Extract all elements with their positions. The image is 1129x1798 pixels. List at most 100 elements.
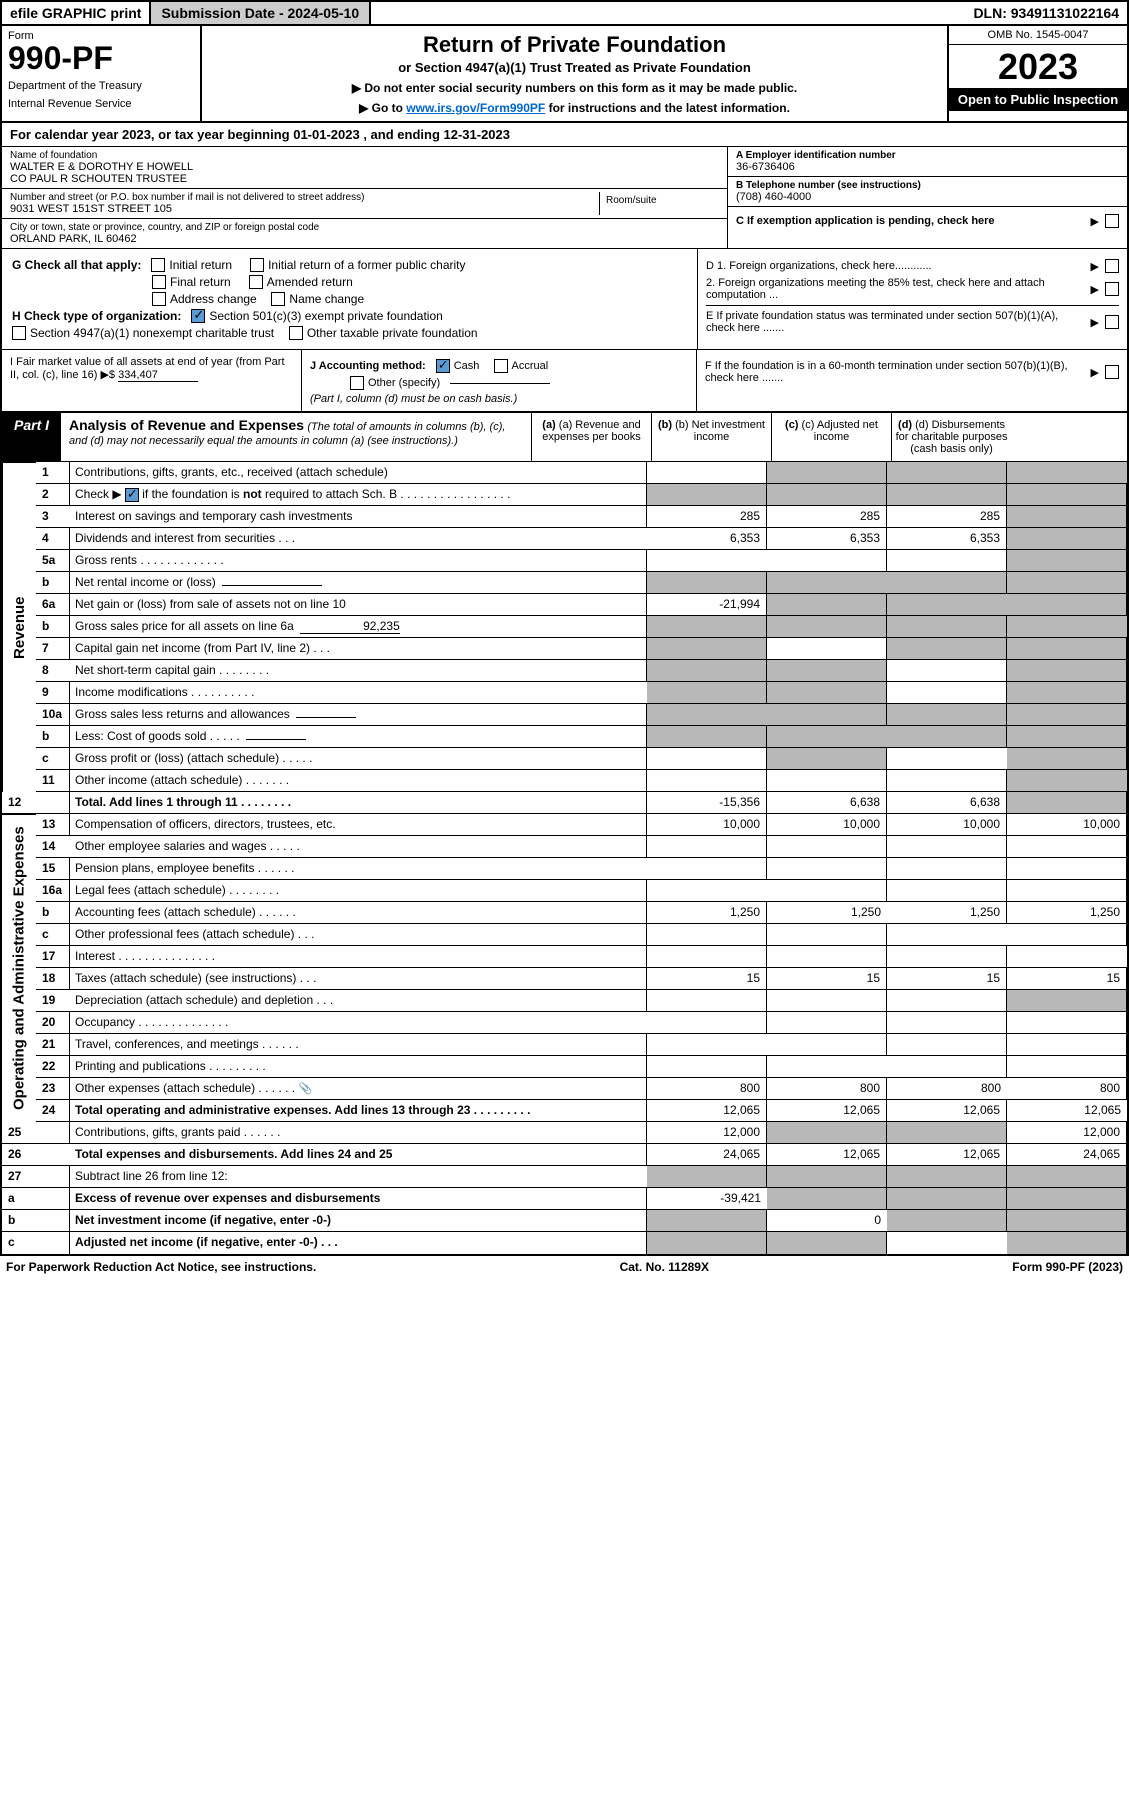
efile-label[interactable]: efile GRAPHIC print <box>2 2 151 24</box>
part1-title: Analysis of Revenue and Expenses <box>69 417 304 433</box>
paperwork-notice: For Paperwork Reduction Act Notice, see … <box>6 1260 316 1274</box>
accrual-checkbox[interactable] <box>494 359 508 373</box>
line-11-no: 11 <box>36 770 70 792</box>
cat-no: Cat. No. 11289X <box>620 1260 709 1274</box>
line-18-a: 15 <box>647 968 767 990</box>
line-13-a: 10,000 <box>647 814 767 836</box>
top-bar: efile GRAPHIC print Submission Date - 20… <box>0 0 1129 26</box>
line-26-no: 26 <box>2 1144 70 1166</box>
line-4-b: 6,353 <box>767 528 887 550</box>
city-label: City or town, state or province, country… <box>10 222 719 233</box>
line-10c-no: c <box>36 748 70 770</box>
g-label: G Check all that apply: <box>12 258 141 272</box>
line-25-no: 25 <box>2 1122 70 1144</box>
line-15-no: 15 <box>36 858 70 880</box>
line-16a-no: 16a <box>36 880 70 902</box>
line-25-desc: Contributions, gifts, grants paid . . . … <box>70 1122 647 1144</box>
part1-table: Revenue 1Contributions, gifts, grants, e… <box>0 462 1129 1256</box>
name-label: Name of foundation <box>10 150 719 161</box>
tel-label: B Telephone number (see instructions) <box>736 180 1119 191</box>
f-label: F If the foundation is in a 60-month ter… <box>705 360 1085 384</box>
4947-checkbox[interactable] <box>12 326 26 340</box>
amended-return-label: Amended return <box>267 275 353 289</box>
line-16c-no: c <box>36 924 70 946</box>
addr-label: Number and street (or P.O. box number if… <box>10 192 599 203</box>
line-13-d: 10,000 <box>1007 814 1127 836</box>
attach-icon[interactable]: 📎 <box>298 1083 312 1095</box>
line-16b-c: 1,250 <box>887 902 1007 924</box>
line-23-a: 800 <box>647 1078 767 1100</box>
line-5b-no: b <box>36 572 70 594</box>
tax-year: 2023 <box>949 45 1127 88</box>
line-26-b: 12,065 <box>767 1144 887 1166</box>
line-4-c: 6,353 <box>887 528 1007 550</box>
irs-label: Internal Revenue Service <box>8 98 194 110</box>
line-18-no: 18 <box>36 968 70 990</box>
line-4-no: 4 <box>36 528 70 550</box>
line-24-desc: Total operating and administrative expen… <box>70 1100 647 1122</box>
other-method-label: Other (specify) <box>368 377 440 389</box>
initial-return-checkbox[interactable] <box>151 258 165 272</box>
d1-checkbox[interactable] <box>1105 259 1119 273</box>
line-16b-d: 1,250 <box>1007 902 1127 924</box>
line-26-c: 12,065 <box>887 1144 1007 1166</box>
line-21-desc: Travel, conferences, and meetings . . . … <box>70 1034 647 1056</box>
line-8-desc: Net short-term capital gain . . . . . . … <box>70 660 647 682</box>
line-25-d: 12,000 <box>1007 1122 1127 1144</box>
line-23-c: 800 <box>887 1078 1007 1100</box>
exempt-checkbox[interactable] <box>1105 214 1119 228</box>
cash-checkbox[interactable] <box>436 359 450 373</box>
initial-former-label: Initial return of a former public charit… <box>268 258 465 272</box>
501c3-checkbox[interactable] <box>191 309 205 323</box>
f-checkbox[interactable] <box>1105 365 1119 379</box>
line-27b-desc: Net investment income (if negative, ente… <box>70 1210 647 1232</box>
e-checkbox[interactable] <box>1105 315 1119 329</box>
other-method-checkbox[interactable] <box>350 376 364 390</box>
arrow-icon: ▶ <box>1091 215 1099 228</box>
d1-label: D 1. Foreign organizations, check here..… <box>706 260 1085 272</box>
line-3-no: 3 <box>36 506 70 528</box>
exempt-pending-label: C If exemption application is pending, c… <box>736 215 1085 227</box>
page-footer: For Paperwork Reduction Act Notice, see … <box>0 1256 1129 1278</box>
line-6a-desc: Net gain or (loss) from sale of assets n… <box>70 594 647 616</box>
name-change-checkbox[interactable] <box>271 292 285 306</box>
line-27a-no: a <box>2 1188 70 1210</box>
address-change-checkbox[interactable] <box>152 292 166 306</box>
e-label: E If private foundation status was termi… <box>706 310 1085 334</box>
other-taxable-label: Other taxable private foundation <box>307 326 478 340</box>
line-23-d: 800 <box>1007 1078 1127 1100</box>
line-18-b: 15 <box>767 968 887 990</box>
checks-block-gh: G Check all that apply: Initial return I… <box>0 249 1129 350</box>
line-27c-desc: Adjusted net income (if negative, enter … <box>70 1232 647 1254</box>
open-public-badge: Open to Public Inspection <box>949 88 1127 111</box>
submission-date: Submission Date - 2024-05-10 <box>151 2 371 24</box>
line-18-c: 15 <box>887 968 1007 990</box>
line-5a-no: 5a <box>36 550 70 572</box>
other-taxable-checkbox[interactable] <box>289 326 303 340</box>
initial-former-checkbox[interactable] <box>250 258 264 272</box>
line-5a-desc: Gross rents . . . . . . . . . . . . . <box>70 550 647 572</box>
name-change-label: Name change <box>289 292 364 306</box>
line-18-desc: Taxes (attach schedule) (see instruction… <box>70 968 647 990</box>
h-label: H Check type of organization: <box>12 309 181 323</box>
cash-label: Cash <box>454 360 480 372</box>
line-13-c: 10,000 <box>887 814 1007 836</box>
col-c-hdr: (c) (c) Adjusted net income <box>771 413 891 461</box>
line-16c-desc: Other professional fees (attach schedule… <box>70 924 647 946</box>
amended-return-checkbox[interactable] <box>249 275 263 289</box>
line-9-no: 9 <box>36 682 70 704</box>
final-return-checkbox[interactable] <box>152 275 166 289</box>
foundation-info: Name of foundation WALTER E & DOROTHY E … <box>0 147 1129 249</box>
part1-label: Part I <box>2 413 61 461</box>
col-d-hdr: (d) (d) Disbursements for charitable pur… <box>891 413 1011 461</box>
line-13-desc: Compensation of officers, directors, tru… <box>70 814 647 836</box>
line-27c-no: c <box>2 1232 70 1254</box>
form990pf-link[interactable]: www.irs.gov/Form990PF <box>406 101 545 115</box>
ein-value: 36-6736406 <box>736 161 1119 173</box>
d2-checkbox[interactable] <box>1105 282 1119 296</box>
line-14-desc: Other employee salaries and wages . . . … <box>70 836 647 858</box>
line-8-no: 8 <box>36 660 70 682</box>
line-15-desc: Pension plans, employee benefits . . . .… <box>70 858 647 880</box>
4947-label: Section 4947(a)(1) nonexempt charitable … <box>30 326 274 340</box>
schb-checkbox[interactable] <box>125 488 139 502</box>
